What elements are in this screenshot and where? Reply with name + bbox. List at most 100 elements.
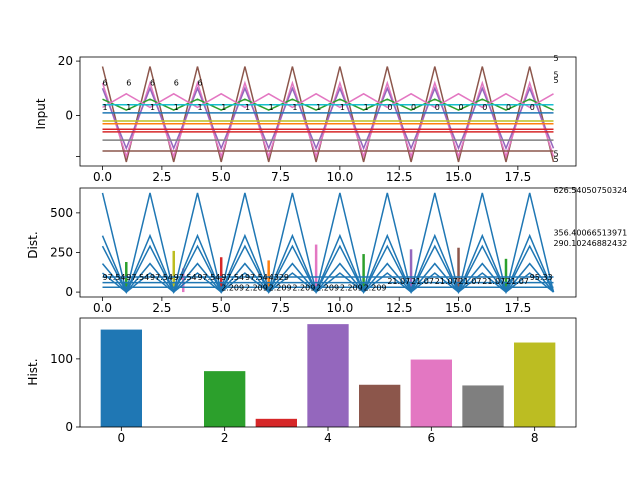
point-label-0: 97.54: [103, 273, 126, 282]
input-ylabel: Input: [34, 98, 48, 129]
point-label-1: 6: [126, 79, 131, 88]
point-label-21: 0: [482, 103, 487, 112]
histogram-ylabel: Hist.: [26, 358, 40, 385]
point-label-14: 2.209: [364, 284, 387, 293]
point-label-18: 0: [411, 103, 416, 112]
point-label-10: 1: [221, 103, 226, 112]
point-label-12: 1: [269, 103, 274, 112]
point-label-10: 2.209: [269, 284, 292, 293]
point-label-9: 2.209: [245, 284, 268, 293]
point-label-2: 97.54: [150, 273, 173, 282]
x-tick-label-7: 17.5: [504, 170, 531, 184]
point-label-13: 2.209: [340, 284, 363, 293]
bar-3: [255, 418, 297, 427]
point-label-20: 21.07: [506, 277, 529, 286]
distance-point-labels: 97.54 97.54 97.54 97.54 97.54 97.54 97.54 43292…: [103, 186, 628, 293]
x-tick-label-4: 10.0: [327, 301, 354, 315]
x-tick-label-5: 12.5: [386, 301, 413, 315]
point-label-0: 6: [103, 79, 108, 88]
point-label-6: 1: [126, 103, 131, 112]
y-tick-label-2: 500: [50, 206, 73, 220]
y-tick-label-1: 100: [50, 352, 73, 366]
x-tick-label-1: 2.5: [152, 170, 171, 184]
point-label-7: 1: [150, 103, 155, 112]
x-tick-label-0: 0: [118, 431, 126, 445]
x-tick-label-6: 15.0: [445, 170, 472, 184]
distance-ticks: 0.0 2.5 5.0 7.5 10.0 12.5 15.0 17.5 0 250 500: [50, 206, 531, 315]
series-line-2: [101, 244, 555, 294]
point-label-24: 290.10246882432: [553, 239, 627, 248]
point-label-1: 97.54: [126, 273, 149, 282]
y-tick-label-0: 0: [65, 285, 73, 299]
x-tick-label-1: 2.5: [152, 301, 171, 315]
point-label-6: 97.54: [245, 273, 268, 282]
point-label-15: 1: [340, 103, 345, 112]
distance-ylabel: Dist.: [26, 231, 40, 258]
point-label-5: 1: [103, 103, 108, 112]
point-label-9: 1: [197, 103, 202, 112]
point-label-20: 0: [459, 103, 464, 112]
bar-6: [410, 359, 452, 427]
bar-8: [514, 342, 556, 427]
point-label-23: 356.40066513971: [553, 229, 627, 238]
point-label-18: 21.07: [459, 277, 482, 286]
x-tick-label-1: 2: [221, 431, 229, 445]
x-tick-label-7: 17.5: [504, 301, 531, 315]
point-label-12: 2.209: [316, 284, 339, 293]
point-label-4: 97.54: [197, 273, 220, 282]
bar-7: [462, 385, 504, 427]
series-line-0: [101, 192, 555, 293]
input-ticks: 0.0 2.5 5.0 7.5 10.0 12.5 15.0 17.5 0 20: [58, 54, 531, 184]
y-tick-label-1: 250: [50, 245, 73, 259]
point-label-17: 21.07: [435, 277, 458, 286]
point-label-17: 0: [387, 103, 392, 112]
x-tick-label-3: 6: [428, 431, 436, 445]
y-tick-label-2: 20: [58, 54, 73, 68]
x-tick-label-3: 7.5: [271, 170, 290, 184]
x-tick-label-2: 5.0: [212, 170, 231, 184]
point-label-7: 4329: [269, 273, 289, 282]
point-label-19: 21.07: [482, 277, 505, 286]
point-label-15: 21.07: [387, 277, 410, 286]
x-tick-label-2: 4: [324, 431, 332, 445]
x-tick-label-6: 15.0: [445, 301, 472, 315]
point-label-27: 5: [553, 149, 558, 158]
bar-2: [204, 371, 246, 427]
point-label-28: 5: [553, 155, 558, 164]
input-series-group: [101, 66, 555, 163]
point-label-11: 2.209: [292, 284, 315, 293]
distance-series-group: [101, 192, 555, 295]
bar-5: [359, 384, 401, 427]
histogram-ticks: 0 2 4 6 8 0 100: [50, 352, 538, 445]
point-label-22: 626.54050750324: [553, 186, 627, 195]
distance-panel: 97.54 97.54 97.54 97.54 97.54 97.54 97.54 43292…: [26, 186, 627, 315]
x-tick-label-2: 5.0: [212, 301, 231, 315]
x-tick-label-3: 7.5: [271, 301, 290, 315]
bar-4: [307, 324, 349, 427]
point-label-23: 0: [530, 103, 535, 112]
point-label-16: 1: [364, 103, 369, 112]
input-axes-frame: [79, 56, 577, 167]
point-label-16: 21.07: [411, 277, 434, 286]
distance-axes-frame: [79, 187, 577, 298]
point-label-21: 95.33: [530, 273, 553, 282]
point-label-11: 1: [245, 103, 250, 112]
histogram-bars-group: [100, 324, 556, 427]
point-label-8: 1: [174, 103, 179, 112]
point-label-5: 97.54: [221, 273, 244, 282]
x-tick-label-0: 0.0: [93, 170, 112, 184]
x-tick-label-5: 12.5: [386, 170, 413, 184]
point-label-25: 5: [553, 70, 558, 79]
point-label-8: 2.209: [221, 284, 244, 293]
bar-0: [100, 329, 142, 427]
point-label-2: 6: [150, 79, 155, 88]
point-label-24: 5: [553, 54, 558, 63]
point-label-3: 97.54: [174, 273, 197, 282]
point-label-19: 0: [435, 103, 440, 112]
series-line-2: [101, 86, 555, 151]
point-label-4: 6: [197, 79, 202, 88]
x-tick-label-4: 8: [531, 431, 539, 445]
